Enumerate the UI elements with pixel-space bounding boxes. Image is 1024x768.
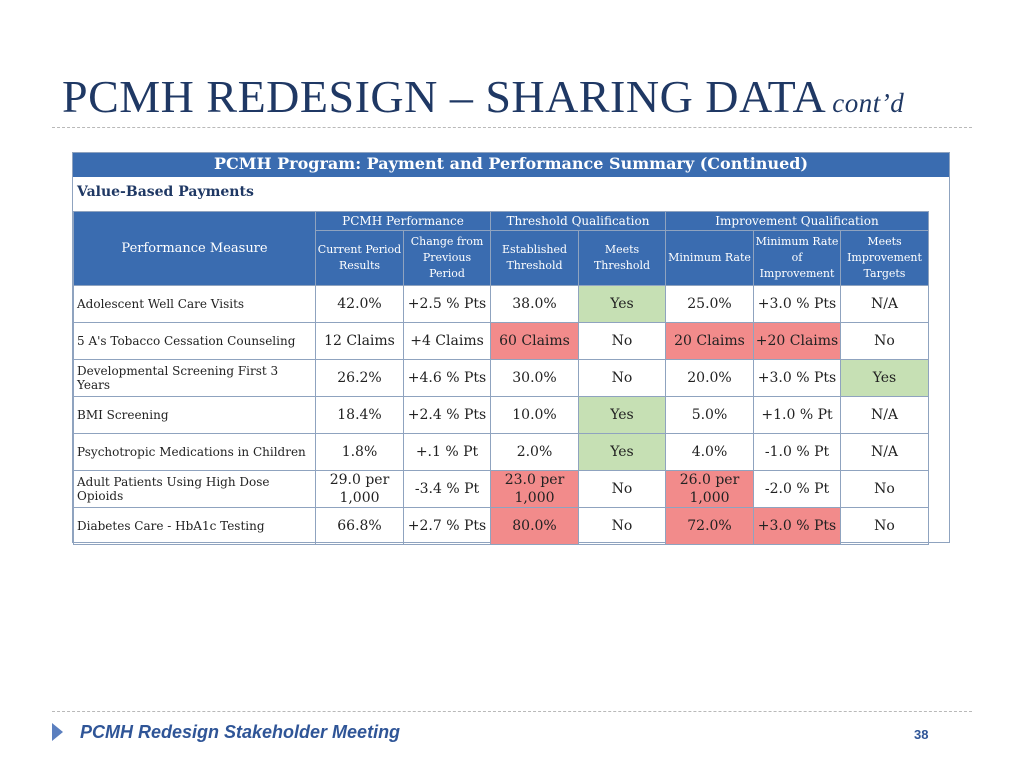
- group-header-threshold: Threshold Qualification: [490, 211, 666, 231]
- table-body: Performance Measure PCMH Performance Thr…: [73, 211, 929, 545]
- summary-panel: PCMH Program: Payment and Performance Su…: [72, 152, 950, 545]
- value-cell: 20 Claims: [665, 322, 754, 360]
- measure-name-cell: Diabetes Care - HbA1c Testing: [73, 507, 316, 545]
- panel-header-bar: [73, 153, 949, 177]
- slide-title-main: PCMH REDESIGN – SHARING DATA: [62, 71, 827, 122]
- triangle-bullet-icon: [52, 723, 63, 741]
- col-header-current-period: Current Period Results: [315, 230, 404, 286]
- value-cell: No: [840, 470, 929, 508]
- col-header-meets-threshold: Meets Threshold: [578, 230, 666, 286]
- footer-text: PCMH Redesign Stakeholder Meeting: [80, 722, 401, 742]
- value-cell: 12 Claims: [315, 322, 404, 360]
- col-header-minimum-rate: Minimum Rate: [665, 230, 754, 286]
- table-row: Adult Patients Using High Dose Opioids 29…: [73, 470, 929, 508]
- slide-title-suffix: cont’d: [832, 88, 905, 118]
- value-cell: 2.0%: [490, 433, 579, 471]
- table-row: Developmental Screening First 3 Years 26.…: [73, 359, 929, 397]
- value-cell: 80.0%: [490, 507, 579, 545]
- col-header-min-rate-improvement: Minimum Rate of Improvement: [753, 230, 841, 286]
- value-cell: No: [840, 507, 929, 545]
- value-cell: -2.0 % Pt: [753, 470, 841, 508]
- measure-name-cell: Adolescent Well Care Visits: [73, 285, 316, 323]
- value-cell: 20.0%: [665, 359, 754, 397]
- measure-name-cell: Developmental Screening First 3 Years: [73, 359, 316, 397]
- value-cell: +2.7 % Pts: [403, 507, 491, 545]
- value-cell: N/A: [840, 433, 929, 471]
- value-cell: +4.6 % Pts: [403, 359, 491, 397]
- top-divider: [52, 127, 972, 128]
- value-cell: +3.0 % Pts: [753, 359, 841, 397]
- value-cell: N/A: [840, 285, 929, 323]
- value-cell: Yes: [840, 359, 929, 397]
- value-cell: +1.0 % Pt: [753, 396, 841, 434]
- value-cell: 25.0%: [665, 285, 754, 323]
- value-cell: 26.2%: [315, 359, 404, 397]
- measure-name-cell: 5 A's Tobacco Cessation Counseling: [73, 322, 316, 360]
- value-cell: 30.0%: [490, 359, 579, 397]
- value-cell: +2.5 % Pts: [403, 285, 491, 323]
- measure-name-cell: Psychotropic Medications in Children: [73, 433, 316, 471]
- value-cell: +20 Claims: [753, 322, 841, 360]
- col-header-change: Change from Previous Period: [403, 230, 491, 286]
- value-cell: 66.8%: [315, 507, 404, 545]
- page-number: 38: [914, 727, 929, 742]
- value-cell: Yes: [578, 396, 666, 434]
- value-cell: 5.0%: [665, 396, 754, 434]
- group-header-improvement: Improvement Qualification: [665, 211, 929, 231]
- summary-table: Performance Measure PCMH Performance Thr…: [73, 211, 929, 545]
- table-title: PCMH Program: Payment and Performance Su…: [213, 154, 809, 173]
- value-cell: N/A: [840, 396, 929, 434]
- slide-title: PCMH REDESIGN – SHARING DATA cont’d: [62, 70, 904, 123]
- value-cell: 18.4%: [315, 396, 404, 434]
- table-row: Diabetes Care - HbA1c Testing 66.8% +2.7 %…: [73, 507, 929, 545]
- value-cell: No: [578, 470, 666, 508]
- measure-column-header: Performance Measure: [73, 211, 316, 286]
- bottom-divider: [52, 711, 972, 712]
- value-cell: No: [840, 322, 929, 360]
- value-cell: 23.0 per 1,000: [490, 470, 579, 508]
- value-cell: +.1 % Pt: [403, 433, 491, 471]
- measure-name-cell: BMI Screening: [73, 396, 316, 434]
- value-cell: +2.4 % Pts: [403, 396, 491, 434]
- value-cell: +3.0 % Pts: [753, 507, 841, 545]
- value-cell: No: [578, 359, 666, 397]
- value-cell: Yes: [578, 285, 666, 323]
- value-cell: +4 Claims: [403, 322, 491, 360]
- table-row: BMI Screening 18.4% +2.4 % Pts 10.0% Yes 5.0%…: [73, 396, 929, 434]
- value-cell: +3.0 % Pts: [753, 285, 841, 323]
- value-cell: 26.0 per 1,000: [665, 470, 754, 508]
- table-row: 5 A's Tobacco Cessation Counseling 12 Cla…: [73, 322, 929, 360]
- table-row: Psychotropic Medications in Children 1.8%…: [73, 433, 929, 471]
- col-header-established-threshold: Established Threshold: [490, 230, 579, 286]
- value-cell: -1.0 % Pt: [753, 433, 841, 471]
- measure-name-cell: Adult Patients Using High Dose Opioids: [73, 470, 316, 508]
- value-cell: No: [578, 507, 666, 545]
- value-cell: 42.0%: [315, 285, 404, 323]
- group-header-performance: PCMH Performance: [315, 211, 491, 231]
- value-cell: 72.0%: [665, 507, 754, 545]
- table-row: Adolescent Well Care Visits 42.0% +2.5 % P…: [73, 285, 929, 323]
- value-cell: -3.4 % Pt: [403, 470, 491, 508]
- value-cell: 4.0%: [665, 433, 754, 471]
- value-cell: No: [578, 322, 666, 360]
- value-cell: 60 Claims: [490, 322, 579, 360]
- value-cell: 29.0 per 1,000: [315, 470, 404, 508]
- value-cell: 1.8%: [315, 433, 404, 471]
- col-header-meets-targets: Meets Improvement Targets: [840, 230, 929, 286]
- group-header-row: Performance Measure PCMH Performance Thr…: [73, 211, 929, 286]
- value-cell: 38.0%: [490, 285, 579, 323]
- value-cell: 10.0%: [490, 396, 579, 434]
- section-title: Value-Based Payments: [77, 184, 254, 200]
- sub-header-row: Current Period Results Change from Previ…: [74, 230, 929, 286]
- value-cell: Yes: [578, 433, 666, 471]
